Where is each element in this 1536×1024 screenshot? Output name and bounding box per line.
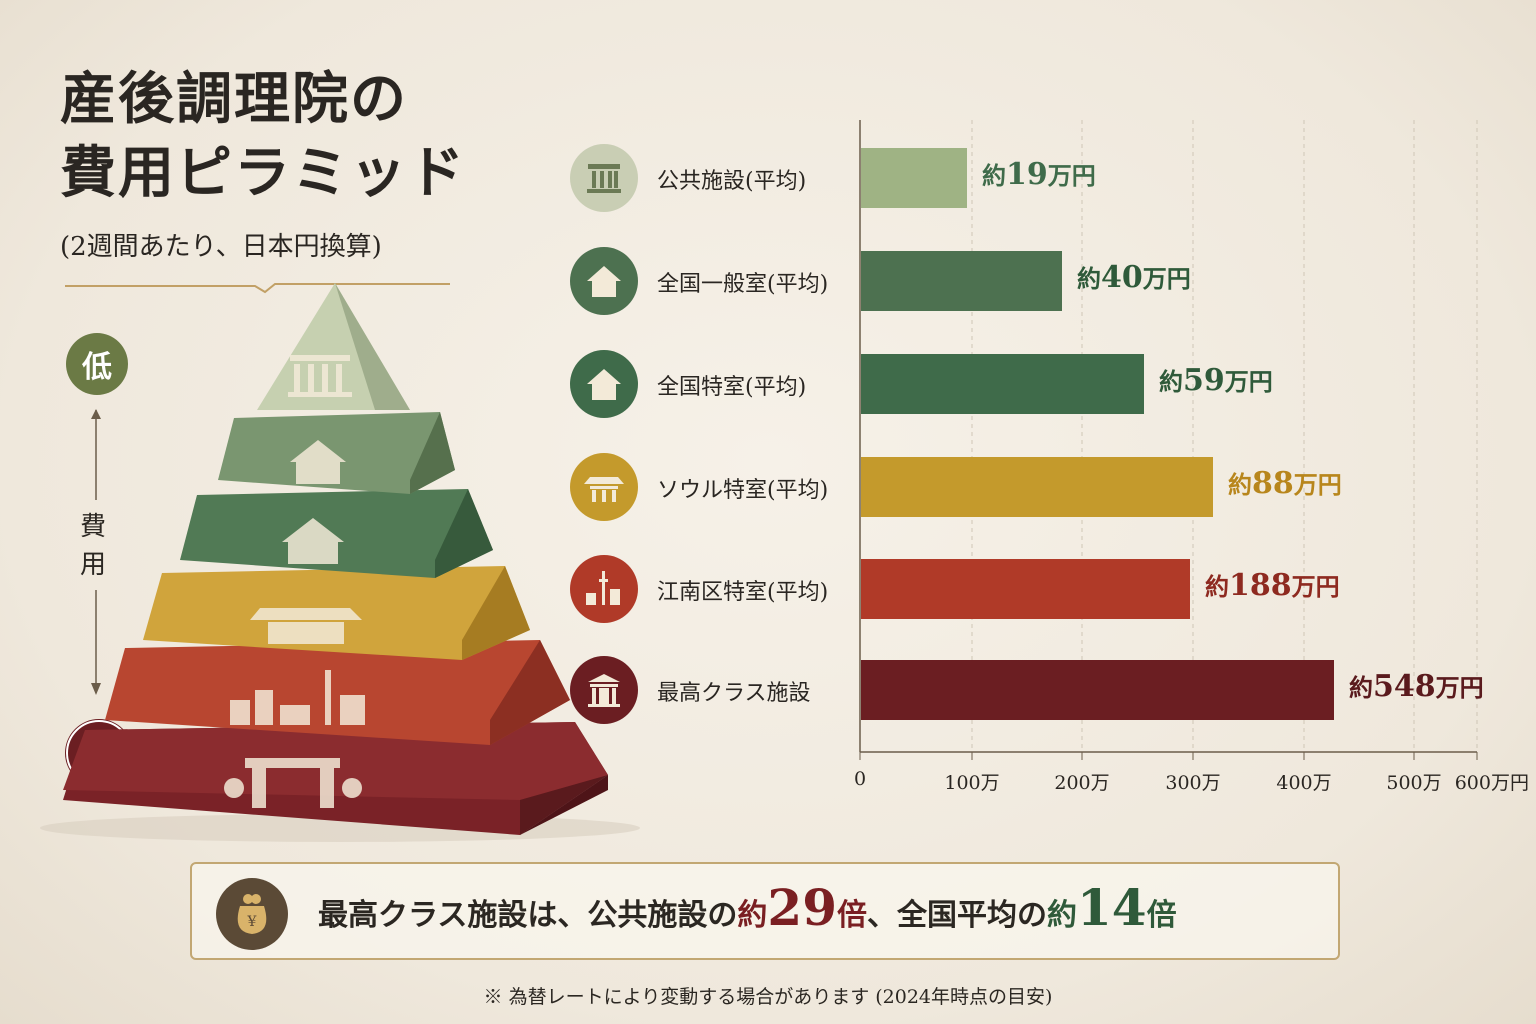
- house-icon: [570, 247, 638, 315]
- city-skyline-icon: [570, 555, 638, 623]
- value-suffix: 万円: [1047, 161, 1096, 190]
- value-label: 約548万円: [1349, 668, 1484, 704]
- footnote: ※ 為替レートにより変動する場合があります (2024年時点の目安): [483, 986, 1053, 1008]
- cost-bar-chart: [859, 120, 1478, 760]
- value-prefix: 約: [1228, 470, 1252, 499]
- title-line-1: 産後調理院の: [60, 66, 408, 132]
- value-suffix: 万円: [1142, 264, 1191, 293]
- value-prefix: 約: [982, 161, 1006, 190]
- pyramid-house-icon-1: [290, 440, 346, 484]
- x-tick-label: 100万: [944, 772, 1000, 794]
- value-suffix: 万円: [1224, 367, 1273, 396]
- summary-text: 最高クラス施設は、公共施設の約29倍、全国平均の約14倍: [318, 878, 1177, 937]
- x-tick-label: 500万: [1386, 772, 1442, 794]
- low-badge: 低: [66, 333, 128, 395]
- bar-5: [861, 660, 1334, 720]
- x-tick-label: 0: [853, 768, 867, 790]
- x-tick-label: 200万: [1054, 772, 1110, 794]
- value-number: 19: [1006, 157, 1048, 192]
- cost-label-1: 費: [80, 512, 107, 542]
- public-building-icon: [570, 144, 638, 212]
- category-label: ソウル特室(平均): [657, 478, 829, 503]
- pyramid-house-icon-2: [282, 518, 344, 564]
- bar-0: [861, 148, 967, 208]
- x-tick-label: 600万円: [1454, 772, 1529, 794]
- luxury-gate-icon: [570, 656, 638, 724]
- x-tick-label: 400万: [1276, 772, 1332, 794]
- value-number: 548: [1373, 669, 1436, 704]
- title-divider: [65, 283, 450, 294]
- pyramid-tier-2: [218, 412, 455, 494]
- summary-pre-2: 約: [1047, 898, 1077, 933]
- value-label: 約188万円: [1205, 567, 1340, 603]
- summary-post-2: 倍: [1146, 898, 1177, 933]
- bar-3: [861, 457, 1213, 517]
- pyramid-public-building-icon: [288, 355, 352, 397]
- page-title: 産後調理院の 費用ピラミッド: [60, 62, 466, 210]
- bar-1: [861, 251, 1062, 311]
- pyramid-tier-5: [105, 640, 570, 745]
- value-number: 88: [1252, 466, 1294, 501]
- value-suffix: 万円: [1293, 470, 1342, 499]
- korean-palace-icon: [570, 453, 638, 521]
- summary-ratio-public: 29: [767, 878, 837, 937]
- pyramid-skyline-icon: [230, 670, 365, 725]
- title-line-2: 費用ピラミッド: [60, 140, 466, 206]
- bar-4: [861, 559, 1190, 619]
- summary-pre-1: 約: [737, 898, 768, 933]
- category-label: 全国特室(平均): [657, 375, 807, 400]
- bar-2: [861, 354, 1144, 414]
- subtitle: (2週間あたり、日本円換算): [60, 232, 382, 262]
- cost-label-2: 用: [80, 550, 107, 580]
- value-suffix: 万円: [1291, 572, 1340, 601]
- value-number: 188: [1229, 568, 1292, 603]
- cost-pyramid: [40, 283, 640, 842]
- summary-ratio-national: 14: [1077, 878, 1147, 937]
- svg-text:¥: ¥: [247, 914, 257, 930]
- cost-arrow: [91, 409, 101, 695]
- x-tick-label: 300万: [1165, 772, 1221, 794]
- house-icon: [570, 350, 638, 418]
- value-prefix: 約: [1349, 673, 1373, 702]
- summary-callout: [190, 862, 1340, 960]
- value-label: 約59万円: [1159, 362, 1273, 398]
- pyramid-gate-icon: [224, 758, 362, 808]
- value-label: 約88万円: [1228, 465, 1342, 501]
- category-label: 全国一般室(平均): [657, 272, 829, 297]
- value-number: 40: [1101, 260, 1143, 295]
- value-label: 約19万円: [982, 156, 1096, 192]
- category-label: 江南区特室(平均): [657, 580, 829, 605]
- yen-purse-icon: ¥: [216, 878, 288, 950]
- summary-text-2: 、全国平均の: [867, 898, 1047, 933]
- summary-text-1: 最高クラス施設は、公共施設の: [318, 898, 738, 933]
- value-number: 59: [1183, 363, 1225, 398]
- cost-axis-label: 費 用: [80, 508, 106, 584]
- category-label: 公共施設(平均): [657, 169, 807, 194]
- value-label: 約40万円: [1077, 259, 1191, 295]
- value-suffix: 万円: [1435, 673, 1484, 702]
- value-prefix: 約: [1077, 264, 1101, 293]
- value-prefix: 約: [1159, 367, 1183, 396]
- category-label: 最高クラス施設: [657, 681, 811, 706]
- pyramid-tier-3: [180, 489, 493, 578]
- pyramid-palace-icon: [250, 608, 362, 644]
- value-prefix: 約: [1205, 572, 1229, 601]
- summary-post-1: 倍: [837, 898, 867, 933]
